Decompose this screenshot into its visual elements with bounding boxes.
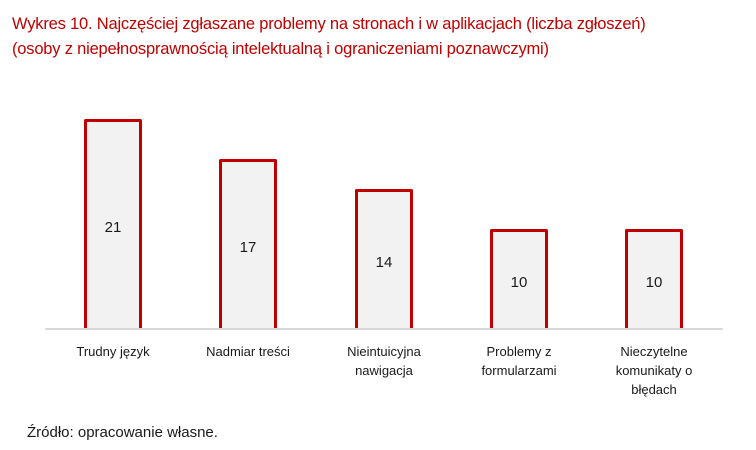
x-axis-label-problemy-z-formularzami: Problemy z formularzami <box>481 344 557 378</box>
bar-value-label: 21 <box>104 219 122 236</box>
bar-nieczytelne-komunikaty: 10 <box>625 229 683 329</box>
bar-value-label: 10 <box>510 274 528 291</box>
chart-title: Wykres 10. Najczęściej zgłaszane problem… <box>12 12 646 62</box>
chart-title-line-1: Wykres 10. Najczęściej zgłaszane problem… <box>12 15 646 33</box>
x-axis-line <box>45 328 723 330</box>
chart-title-line-2: (osoby z niepełnosprawnością intelektual… <box>12 40 549 58</box>
bar-value-label: 14 <box>375 254 393 271</box>
bar-nadmiar-tresci: 17 <box>219 159 277 329</box>
x-axis-label-nieczytelne-komunikaty: Nieczytelne komunikaty o błędach <box>615 344 693 397</box>
bar-nieintuicyjna-nawigacja: 14 <box>355 189 413 329</box>
source-note: Źródło: opracowanie własne. <box>27 424 218 441</box>
bar-value-label: 10 <box>645 274 663 291</box>
x-axis-label-nieintuicyjna-nawigacja: Nieintuicyjna nawigacja <box>347 344 421 378</box>
bar-trudny-jezyk: 21 <box>84 119 142 329</box>
bar-problemy-z-formularzami: 10 <box>490 229 548 329</box>
x-axis-label-nadmiar-tresci: Nadmiar treści <box>206 344 290 359</box>
x-axis-label-trudny-jezyk: Trudny język <box>76 344 150 359</box>
bar-value-label: 17 <box>239 239 257 256</box>
